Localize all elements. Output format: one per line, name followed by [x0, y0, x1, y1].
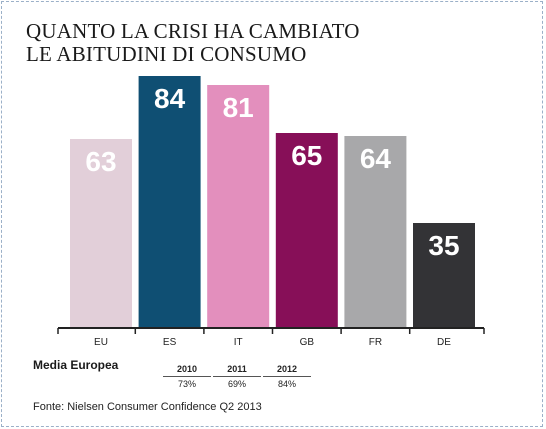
category-label: IT: [234, 337, 243, 348]
source-note: Fonte: Nielsen Consumer Confidence Q2 20…: [33, 401, 262, 413]
bar-gb: [275, 133, 338, 328]
bar-value-label: 65: [291, 140, 322, 171]
media-year: 2010: [163, 364, 211, 377]
bar-value-label: 84: [154, 83, 186, 114]
media-europea-label: Media Europea: [33, 358, 119, 372]
media-col-2010: 2010 73%: [163, 364, 211, 389]
media-year: 2012: [263, 364, 311, 377]
bar-value-label: 81: [223, 92, 254, 123]
bar-value-label: 35: [428, 230, 459, 261]
title-line-1: QUANTO LA CRISI HA CAMBIATO: [26, 19, 360, 43]
bar-value-label: 64: [360, 143, 392, 174]
category-label: DE: [437, 337, 451, 348]
chart-title: QUANTO LA CRISI HA CAMBIATO LE ABITUDINI…: [26, 20, 360, 66]
category-label: FR: [369, 337, 382, 348]
category-label: EU: [94, 337, 108, 348]
media-value: 69%: [227, 379, 246, 389]
category-label: ES: [163, 337, 177, 348]
bar-es: [138, 76, 201, 328]
media-value: 84%: [277, 379, 296, 389]
media-year: 2011: [213, 364, 261, 377]
media-col-2011: 2011 69%: [213, 364, 261, 389]
bar-eu: [70, 139, 132, 328]
bar-it: [207, 85, 270, 328]
bar-fr: [344, 136, 407, 328]
media-europea-table: 2010 73% 2011 69% 2012 84%: [163, 364, 313, 394]
title-line-2: LE ABITUDINI DI CONSUMO: [26, 42, 307, 66]
bar-de: [413, 223, 475, 328]
bar-value-label: 63: [85, 146, 116, 177]
category-label: GB: [300, 337, 315, 348]
media-col-2012: 2012 84%: [263, 364, 311, 389]
media-value: 73%: [177, 379, 196, 389]
